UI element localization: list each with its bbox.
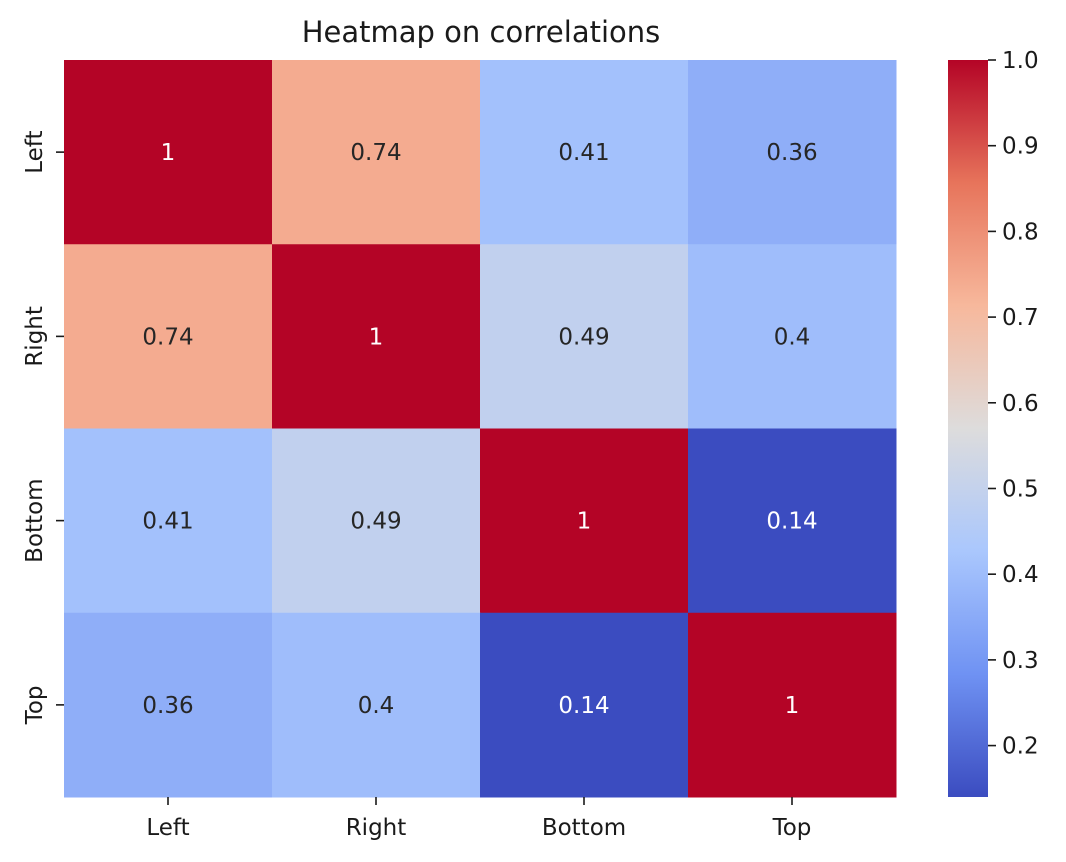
heatmap-cell	[272, 612, 481, 798]
heatmap-cell	[64, 60, 273, 245]
y-tick-label: Bottom	[22, 478, 48, 562]
colorbar-gradient	[948, 60, 988, 797]
colorbar: 0.2 0.3 0.4 0.5 0.6 0.7 0.8 0.9 1.0	[948, 48, 1039, 797]
colorbar-tick-label: 0.5	[1002, 476, 1039, 502]
heatmap-cell	[688, 428, 897, 614]
heatmap-cell	[688, 60, 897, 245]
colorbar-tick-label: 0.7	[1002, 305, 1039, 331]
x-tick-label: Top	[772, 815, 812, 841]
heatmap-cell	[272, 60, 481, 245]
heatmap-cell	[480, 60, 689, 245]
x-tick-label: Left	[146, 815, 189, 841]
cell-annotation: 0.74	[142, 324, 193, 350]
cell-annotation: 1	[785, 693, 800, 719]
cell-annotation: 0.36	[142, 693, 193, 719]
heatmap-cell	[688, 244, 897, 429]
colorbar-tick-label: 0.8	[1002, 219, 1039, 245]
y-tick-label: Top	[22, 685, 48, 725]
y-tick-label: Right	[22, 306, 48, 367]
heatmap-cell	[272, 244, 481, 429]
cell-annotation: 0.14	[766, 509, 817, 535]
colorbar-tick-label: 0.9	[1002, 134, 1039, 160]
cell-annotation: 0.74	[350, 140, 401, 166]
cell-annotation: 0.41	[558, 140, 609, 166]
heatmap-cell	[480, 612, 689, 798]
cell-annotations: 1 0.74 0.41 0.360.74 1 0.49 0.40.41 0.49 1 0.140.…	[142, 140, 817, 719]
cell-annotation: 0.14	[558, 693, 609, 719]
cell-annotation: 0.36	[766, 140, 817, 166]
y-axis: Left Right Bottom Top	[22, 130, 64, 725]
colorbar-tick-label: 0.2	[1002, 734, 1039, 760]
heatmap-cell	[64, 244, 273, 429]
cell-annotation: 1	[577, 509, 592, 535]
x-tick-label: Bottom	[542, 815, 626, 841]
heatmap-cell	[64, 428, 273, 614]
colorbar-tick-label: 0.6	[1002, 391, 1039, 417]
cell-annotation: 0.49	[350, 509, 401, 535]
heatmap-cell	[480, 428, 689, 614]
colorbar-tick-label: 0.4	[1002, 562, 1039, 588]
colorbar-ticks: 0.2 0.3 0.4 0.5 0.6 0.7 0.8 0.9 1.0	[988, 48, 1039, 760]
cell-annotation: 1	[161, 140, 176, 166]
chart-title: Heatmap on correlations	[302, 15, 661, 49]
cell-annotation: 0.4	[358, 693, 395, 719]
x-tick-label: Right	[346, 815, 407, 841]
heatmap-cell	[272, 428, 481, 614]
heatmap-cells	[64, 60, 897, 798]
heatmap-cell	[480, 244, 689, 429]
cell-annotation: 0.49	[558, 324, 609, 350]
colorbar-tick-label: 0.3	[1002, 648, 1039, 674]
cell-annotation: 1	[369, 324, 384, 350]
heatmap-cell	[64, 612, 273, 798]
heatmap-cell	[688, 612, 897, 798]
cell-annotation: 0.41	[142, 509, 193, 535]
cell-annotation: 0.4	[774, 324, 811, 350]
x-axis: Left Right Bottom Top	[146, 797, 811, 841]
colorbar-tick-label: 1.0	[1002, 48, 1039, 74]
y-tick-label: Left	[22, 130, 48, 173]
